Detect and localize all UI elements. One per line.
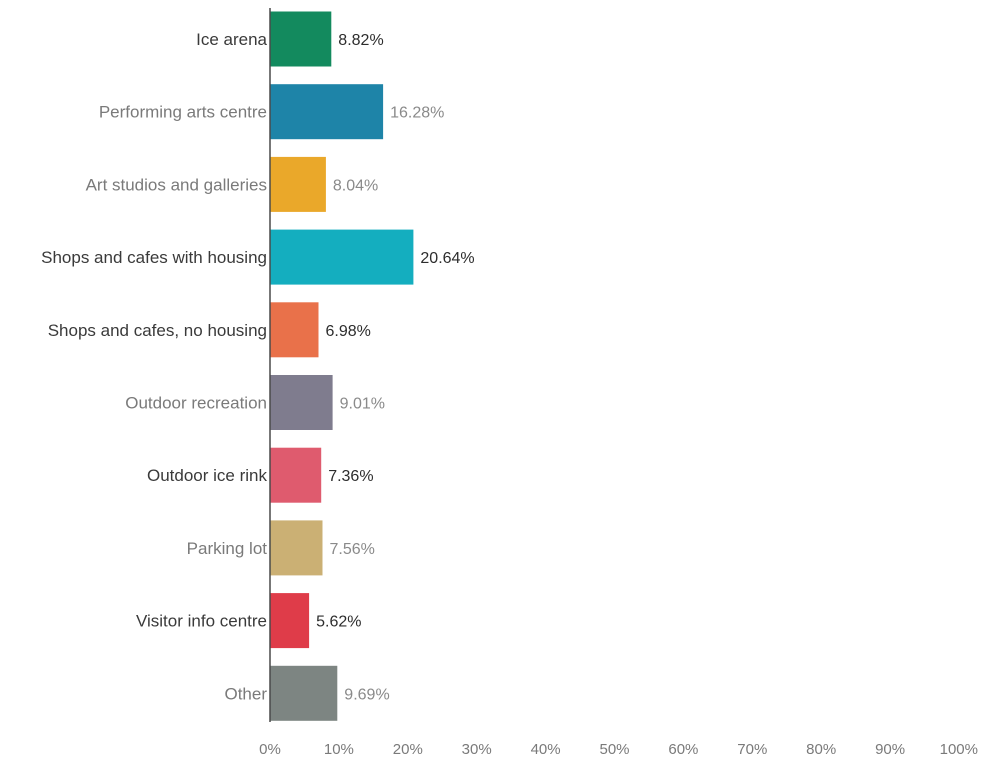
value-label-7: 7.56% — [330, 541, 375, 558]
category-label-7: Parking lot — [187, 539, 268, 558]
x-tick-label-7: 70% — [737, 741, 767, 758]
category-label-1: Performing arts centre — [99, 103, 267, 122]
bar-3 — [270, 229, 414, 285]
value-label-3: 20.64% — [420, 250, 474, 267]
x-tick-label-2: 20% — [393, 741, 423, 758]
bar-2 — [270, 156, 326, 212]
value-label-1: 16.28% — [390, 105, 444, 122]
value-label-8: 5.62% — [316, 614, 361, 631]
x-axis-ticks: 0% 10% 20% 30% 40% 50% 60% 70% 80% 90% 100% — [259, 741, 978, 758]
x-tick-label-0: 0% — [259, 741, 281, 758]
category-label-0: Ice arena — [196, 30, 267, 49]
value-label-4: 6.98% — [326, 323, 371, 340]
bar-1 — [270, 84, 384, 140]
x-tick-label-5: 50% — [599, 741, 629, 758]
x-tick-label-4: 40% — [531, 741, 561, 758]
category-label-2: Art studios and galleries — [86, 175, 267, 194]
x-tick-label-1: 10% — [324, 741, 354, 758]
category-label-6: Outdoor ice rink — [147, 466, 267, 485]
value-label-0: 8.82% — [338, 32, 383, 49]
bar-6 — [270, 447, 322, 503]
value-label-5: 9.01% — [340, 396, 385, 413]
bar-8 — [270, 593, 310, 649]
value-labels: 8.82% 16.28% 8.04% 20.64% 6.98% 9.01% 7.36% 7.5… — [316, 32, 475, 703]
x-tick-label-6: 60% — [668, 741, 698, 758]
value-label-9: 9.69% — [344, 686, 389, 703]
x-tick-label-9: 90% — [875, 741, 905, 758]
bar-4 — [270, 302, 319, 358]
bar-9 — [270, 665, 338, 721]
x-tick-label-10: 100% — [940, 741, 978, 758]
x-tick-label-3: 30% — [462, 741, 492, 758]
category-label-8: Visitor info centre — [136, 612, 267, 631]
category-label-3: Shops and cafes with housing — [41, 248, 267, 267]
value-label-6: 7.36% — [328, 468, 373, 485]
bars-layer — [270, 11, 414, 721]
category-labels: Ice arena Performing arts centre Art studi… — [41, 30, 267, 703]
bar-7 — [270, 520, 323, 576]
bar-5 — [270, 375, 333, 430]
x-tick-label-8: 80% — [806, 741, 836, 758]
bar-0 — [270, 11, 332, 67]
category-label-5: Outdoor recreation — [125, 394, 267, 413]
category-label-4: Shops and cafes, no housing — [48, 321, 267, 340]
category-label-9: Other — [224, 684, 267, 703]
value-label-2: 8.04% — [333, 177, 378, 194]
